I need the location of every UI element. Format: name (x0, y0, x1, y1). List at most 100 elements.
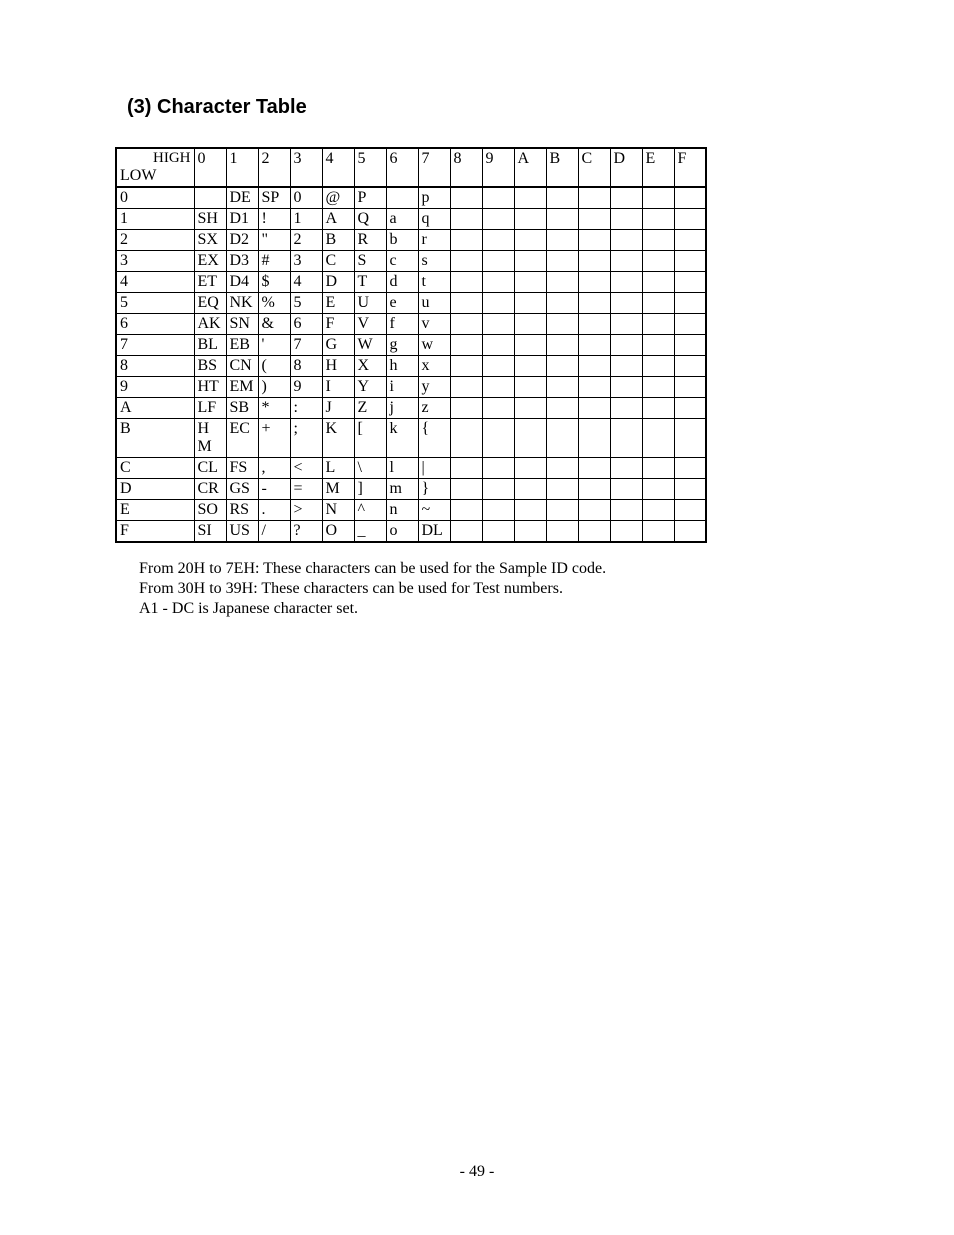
cell (514, 272, 546, 293)
cell (546, 479, 578, 500)
cell: i (386, 377, 418, 398)
cell: Q (354, 209, 386, 230)
cell (578, 419, 610, 458)
cell (642, 458, 674, 479)
cell (578, 335, 610, 356)
cell (514, 479, 546, 500)
cell (578, 187, 610, 209)
cell: D3 (226, 251, 258, 272)
cell: | (418, 458, 450, 479)
cell: l (386, 458, 418, 479)
row-header: 2 (116, 230, 194, 251)
cell: CN (226, 356, 258, 377)
cell (482, 272, 514, 293)
cell: US (226, 521, 258, 543)
cell: [ (354, 419, 386, 458)
cell (450, 479, 482, 500)
cell: P (354, 187, 386, 209)
cell (450, 293, 482, 314)
cell (546, 500, 578, 521)
cell (482, 293, 514, 314)
cell (450, 377, 482, 398)
cell (674, 419, 706, 458)
cell (482, 398, 514, 419)
cell: Z (354, 398, 386, 419)
corner-header: HIGH LOW (116, 148, 194, 187)
cell: E (322, 293, 354, 314)
cell (610, 187, 642, 209)
cell (450, 272, 482, 293)
table-row: FSIUS/?O_oDL (116, 521, 706, 543)
note-line: From 30H to 39H: These characters can be… (139, 579, 839, 599)
cell: LF (194, 398, 226, 419)
low-label: LOW (120, 167, 191, 185)
cell (482, 377, 514, 398)
cell (514, 398, 546, 419)
cell (642, 377, 674, 398)
table-row: 8BSCN(8HXhx (116, 356, 706, 377)
cell (482, 209, 514, 230)
table-row: 5EQNK%5EUeu (116, 293, 706, 314)
cell: = (290, 479, 322, 500)
cell: z (418, 398, 450, 419)
note-line: A1 - DC is Japanese character set. (139, 599, 839, 619)
cell: O (322, 521, 354, 543)
cell: } (418, 479, 450, 500)
cell: q (418, 209, 450, 230)
cell: HT (194, 377, 226, 398)
cell: W (354, 335, 386, 356)
cell: AK (194, 314, 226, 335)
cell: { (418, 419, 450, 458)
cell: d (386, 272, 418, 293)
cell: p (418, 187, 450, 209)
row-header: 7 (116, 335, 194, 356)
cell: 7 (290, 335, 322, 356)
cell: - (258, 479, 290, 500)
cell (482, 419, 514, 458)
cell: < (290, 458, 322, 479)
cell (546, 209, 578, 230)
cell (514, 335, 546, 356)
cell (578, 356, 610, 377)
cell (482, 314, 514, 335)
cell: K (322, 419, 354, 458)
cell (482, 251, 514, 272)
cell (610, 458, 642, 479)
cell: t (418, 272, 450, 293)
cell (578, 230, 610, 251)
cell (578, 251, 610, 272)
cell (674, 458, 706, 479)
cell (674, 187, 706, 209)
cell (674, 356, 706, 377)
cell (610, 314, 642, 335)
character-table: HIGH LOW 0 1 2 3 4 5 6 7 8 9 A B C D E F (115, 147, 707, 543)
cell: FS (226, 458, 258, 479)
cell: J (322, 398, 354, 419)
cell (514, 209, 546, 230)
cell: I (322, 377, 354, 398)
row-header: 4 (116, 272, 194, 293)
row-header: 3 (116, 251, 194, 272)
cell (450, 314, 482, 335)
cell: j (386, 398, 418, 419)
cell: 0 (290, 187, 322, 209)
cell (642, 500, 674, 521)
note-line: From 20H to 7EH: These characters can be… (139, 559, 839, 579)
table-body: 0DESP0@Pp1SHD1!1AQaq2SXD2"2BRbr3EXD3#3CS… (116, 187, 706, 542)
cell: $ (258, 272, 290, 293)
cell: > (290, 500, 322, 521)
cell: SX (194, 230, 226, 251)
cell: g (386, 335, 418, 356)
cell (450, 500, 482, 521)
cell: ^ (354, 500, 386, 521)
cell (642, 251, 674, 272)
cell (546, 187, 578, 209)
cell (674, 521, 706, 543)
cell (610, 230, 642, 251)
cell (450, 335, 482, 356)
row-header: B (116, 419, 194, 458)
row-header: 9 (116, 377, 194, 398)
cell (578, 521, 610, 543)
cell: / (258, 521, 290, 543)
cell: 4 (290, 272, 322, 293)
